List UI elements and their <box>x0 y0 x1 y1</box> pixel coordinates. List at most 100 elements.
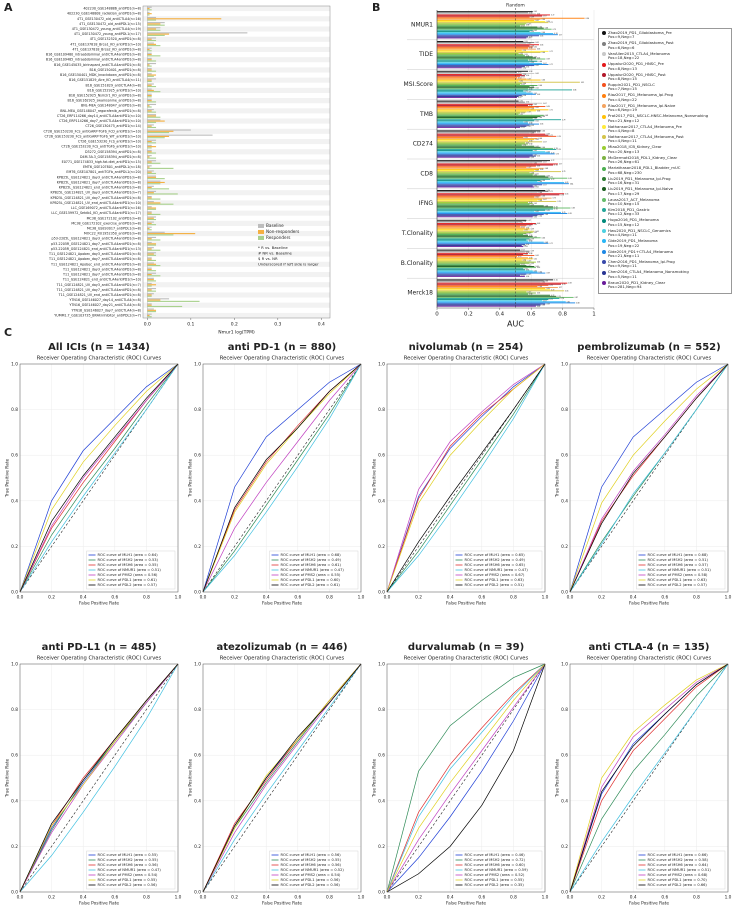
bar <box>147 249 161 251</box>
legend-label: ROC curve of PDL1 (area = 0.55) <box>98 878 158 882</box>
bar <box>437 54 524 56</box>
bar <box>437 295 557 297</box>
bar <box>437 50 549 52</box>
bar <box>147 227 150 230</box>
roc-curve <box>386 663 546 893</box>
bar <box>147 75 154 77</box>
value-label: 0.61 <box>534 174 537 176</box>
value-label: 0.83 <box>568 283 571 285</box>
value-label: 0.61 <box>534 185 537 187</box>
bar <box>147 195 152 198</box>
bar <box>437 275 525 277</box>
bar <box>147 124 154 126</box>
bar <box>437 113 519 115</box>
bar <box>437 171 562 173</box>
bar <box>147 277 154 279</box>
roc-curve <box>202 663 362 893</box>
value-label: 0.54 <box>523 145 526 147</box>
category-label: T11_GSE124821_Apobec_day3_antiCTLA4antiP… <box>48 252 141 256</box>
value-label: 0.61 <box>534 203 537 205</box>
value-label: 0.56 <box>526 143 529 145</box>
legend-label: ROC curve of PDL2 (area = 0.35) <box>465 883 525 887</box>
bar <box>437 152 551 154</box>
row-stripe <box>143 149 330 155</box>
value-label: 0.58 <box>529 105 532 107</box>
x-tick-label: 0.2 <box>415 895 422 901</box>
legend-label: Riaz2017_PD1_Melanoma_Ipi.Prog Pos=4,Neg… <box>608 92 673 102</box>
bar <box>437 179 541 181</box>
y-axis-label: True Positive Rate <box>555 459 561 499</box>
bar <box>437 245 522 246</box>
bar <box>147 253 154 255</box>
bar <box>437 144 522 146</box>
bar <box>437 61 530 63</box>
bar <box>147 243 157 245</box>
legend-entry: Nathanson2017_CTLA4_Melanoma_Pre Pos=4,N… <box>602 124 728 134</box>
value-label: 0.66 <box>542 52 545 54</box>
bar <box>147 43 157 45</box>
bar <box>147 233 196 235</box>
bar <box>147 265 161 267</box>
y-tick-label: 0.2 <box>561 844 568 850</box>
bar <box>437 300 543 302</box>
x-tick-label: 0.1 <box>187 322 194 328</box>
y-tick-label: 0.6 <box>561 453 568 459</box>
bar <box>147 79 152 81</box>
row-stripe <box>143 77 330 83</box>
bar <box>147 50 152 52</box>
value-label: 0.78 <box>560 298 563 300</box>
x-tick-label: 0.4 <box>263 595 270 601</box>
value-label: 0.52 <box>520 81 523 83</box>
annotation: Underscored if left side is larger <box>258 261 319 266</box>
value-label: 0.67 <box>543 16 546 18</box>
legend-entry: Prat2017_PD1_NSCLC-HNSC-Melanoma_Nonsmok… <box>602 114 728 123</box>
bar <box>147 65 152 67</box>
bar <box>437 268 524 270</box>
bar <box>437 107 535 109</box>
bar <box>147 85 157 88</box>
bar <box>437 304 541 306</box>
value-label: 0.84 <box>570 183 573 185</box>
bar <box>437 66 525 68</box>
roc-curve <box>386 363 546 593</box>
legend-label: ROC curve of PDL1 (area = 0.61) <box>98 578 158 582</box>
legend-swatch <box>602 104 606 109</box>
value-label: 0.56 <box>526 252 529 254</box>
bar <box>437 75 525 77</box>
bar <box>147 226 152 228</box>
bar <box>437 239 527 241</box>
x-axis-label: Nmur1 log(TPM) <box>218 330 255 336</box>
value-label: 0.62 <box>535 120 538 122</box>
category-label: B16_GSE150401_antiPD1(n=8) <box>89 68 141 72</box>
value-label: 0.57 <box>527 126 530 128</box>
bar <box>437 226 521 228</box>
value-label: 0.54 <box>523 83 526 85</box>
value-label: 0.55 <box>524 254 527 256</box>
value-label: 0.69 <box>546 190 549 192</box>
y-tick-label: 0.6 <box>561 753 568 759</box>
value-label: 0.64 <box>538 286 541 288</box>
legend-label: ROC curve of NMUR1 (area = 0.51) <box>648 868 712 872</box>
row-stripe <box>143 292 330 298</box>
value-label: 0.64 <box>538 138 541 140</box>
value-label: 0.61 <box>534 236 537 238</box>
bar <box>147 201 154 203</box>
category-label: 4T1_GSE130472_young_antiPDL1(n=17) <box>74 32 141 36</box>
legend-label: ROC curve of PDL2 (area = 0.66) <box>648 883 708 887</box>
category-label: T11_GSE124821_day7_antiCTLA4antiPD1(n=8) <box>62 273 141 277</box>
bar <box>437 117 538 118</box>
category-label: 402230_GSE148886_antiPD1(n=8) <box>83 7 141 11</box>
value-label: 0.71 <box>549 22 552 24</box>
bar <box>437 153 555 155</box>
bar <box>437 291 527 293</box>
value-label: 0.76 <box>557 149 560 151</box>
y-tick-label: 0.8 <box>561 407 568 413</box>
roc-curve <box>19 663 179 893</box>
legend-label: Hwu2020_PD1_NSCLC_Genomics Pos=4,Neg=11 <box>608 227 671 238</box>
bar <box>437 168 540 170</box>
legend-label: ROC curve of NMUR1 (area = 0.59) <box>465 868 529 872</box>
value-label: 0.53 <box>521 25 524 27</box>
legend-label: ROC curve of MSH6 (area = 0.64) <box>648 863 709 867</box>
value-label: 0.72 <box>551 295 554 297</box>
value-label: 0.69 <box>546 59 549 61</box>
